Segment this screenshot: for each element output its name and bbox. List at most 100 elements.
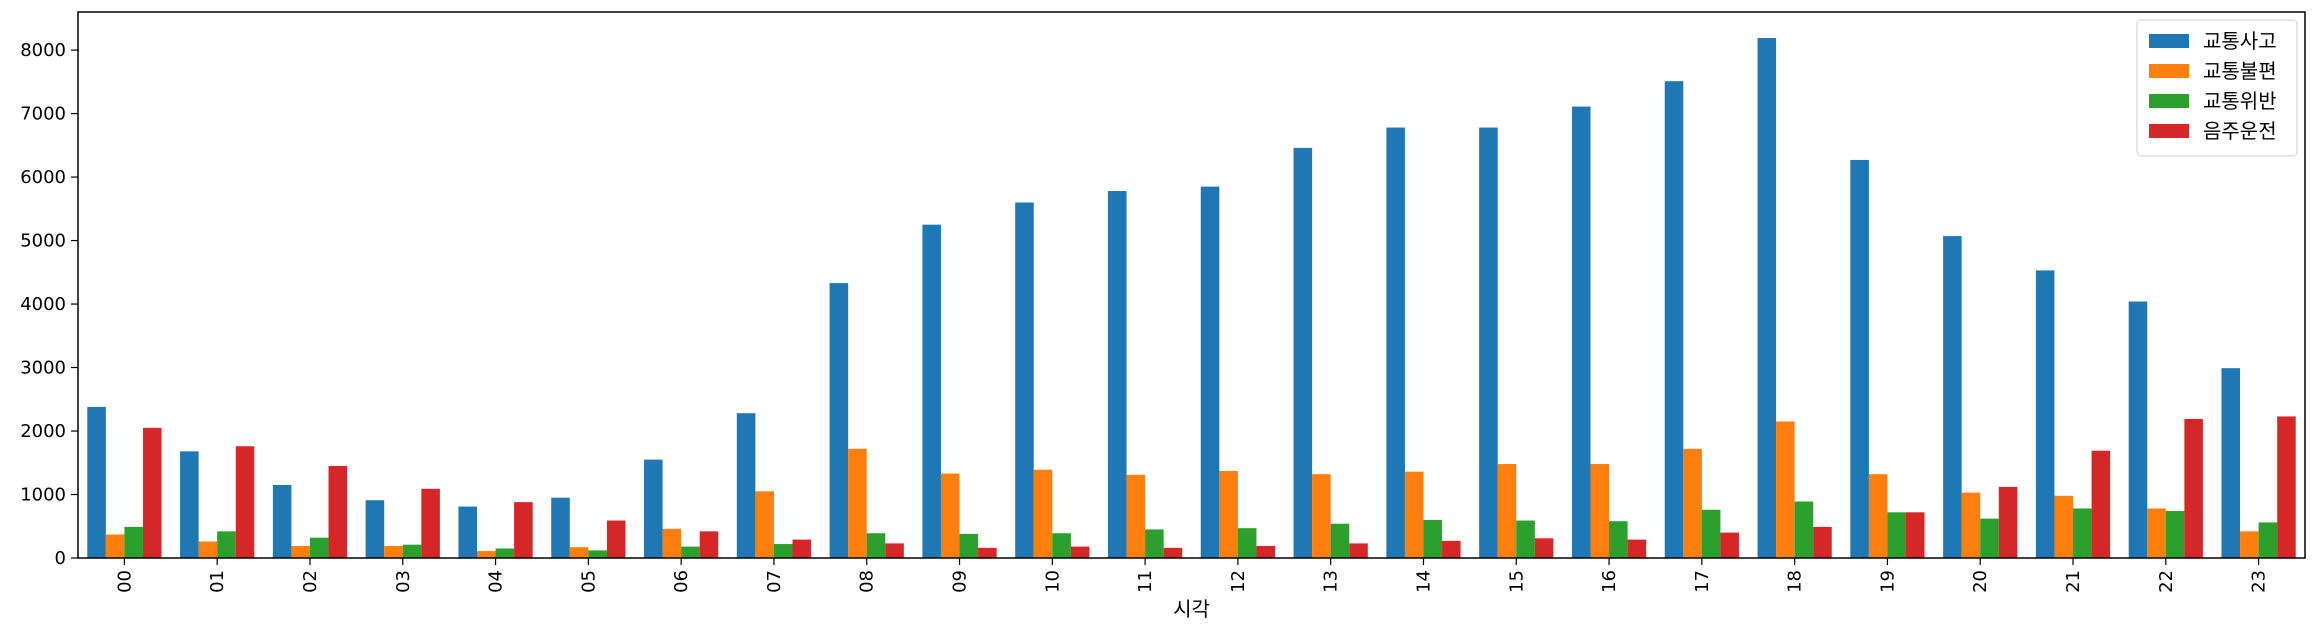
bar-교통사고-05 [551, 497, 570, 558]
x-tick-label: 19 [1877, 570, 1898, 593]
bar-음주운전-09 [978, 547, 997, 558]
bar-교통사고-06 [644, 459, 663, 558]
bar-교통불편-19 [1868, 474, 1888, 558]
bar-음주운전-17 [1720, 532, 1739, 558]
x-tick-label: 02 [300, 570, 321, 593]
bar-교통사고-07 [736, 413, 756, 558]
y-tick-label: 1000 [20, 485, 66, 506]
y-tick-label: 6000 [20, 167, 66, 188]
x-tick-label: 15 [1506, 570, 1527, 593]
bar-음주운전-00 [142, 427, 162, 558]
bar-교통불편-16 [1590, 464, 1610, 558]
bar-교통사고-03 [365, 500, 385, 558]
x-axis: 00 01 02 03 04 05 06 07 08 09 10 11 12 13 14 15 16 17 18 19… [114, 558, 2270, 593]
y-tick-label: 2000 [20, 421, 66, 442]
plot-frame [77, 11, 2306, 559]
bar-교통불편-18 [1776, 421, 1795, 558]
bar-교통불편-12 [1219, 471, 1238, 558]
bar-교통사고-01 [180, 451, 199, 558]
bar-교통사고-09 [922, 224, 941, 558]
bar-음주운전-03 [421, 488, 440, 558]
bar-교통위반-02 [309, 537, 329, 558]
x-tick-label: 06 [671, 570, 692, 593]
x-axis-label: 시각 [1173, 597, 1210, 621]
bar-교통위반-03 [402, 544, 422, 558]
y-tick-label: 8000 [20, 40, 66, 61]
legend-swatch [2149, 94, 2189, 108]
bar-교통불편-02 [291, 545, 310, 558]
bar-음주운전-14 [1442, 540, 1461, 558]
x-tick-label: 01 [207, 570, 228, 593]
bar-교통불편-22 [2147, 508, 2166, 558]
bar-음주운전-01 [235, 446, 255, 558]
bar-교통사고-21 [2035, 270, 2055, 558]
bar-교통불편-05 [569, 547, 589, 558]
bar-교통위반-22 [2165, 511, 2185, 558]
bar-교통불편-20 [1961, 492, 1981, 558]
bar-교통불편-14 [1404, 471, 1424, 558]
bar-교통사고-17 [1664, 81, 1684, 558]
x-tick-label: 17 [1692, 570, 1713, 593]
legend-swatch [2149, 64, 2189, 78]
bar-교통불편-17 [1683, 448, 1702, 558]
bar-교통사고-15 [1479, 127, 1498, 559]
bar-교통불편-11 [1126, 474, 1146, 558]
x-tick-label: 03 [393, 570, 414, 593]
bar-교통불편-08 [848, 448, 867, 558]
legend-label: 교통불편 [2203, 59, 2277, 83]
bar-음주운전-11 [1163, 547, 1183, 558]
bar-교통불편-15 [1497, 464, 1517, 558]
legend-label: 교통사고 [2203, 29, 2277, 53]
bar-교통위반-11 [1145, 529, 1164, 558]
bar-음주운전-13 [1349, 543, 1368, 558]
bar-음주운전-04 [514, 502, 533, 558]
bar-음주운전-23 [2277, 416, 2296, 558]
bar-교통위반-21 [2073, 508, 2092, 558]
bar-교통위반-10 [1052, 533, 1071, 558]
y-tick-label: 4000 [20, 294, 66, 315]
y-axis: 0 1000 2000 3000 4000 5000 6000 7000 8000 [20, 40, 78, 569]
bar-음주운전-06 [699, 531, 719, 558]
bar-교통사고-08 [829, 283, 849, 558]
y-tick-label: 7000 [20, 104, 66, 125]
legend-label: 음주운전 [2203, 119, 2277, 143]
legend-label: 교통위반 [2203, 89, 2277, 113]
x-tick-label: 05 [578, 570, 599, 593]
bar-교통위반-09 [959, 533, 979, 558]
bar-교통사고-11 [1107, 191, 1127, 559]
bar-교통위반-08 [866, 533, 886, 558]
bar-교통위반-07 [773, 544, 793, 558]
bar-음주운전-15 [1534, 538, 1554, 558]
legend-swatch [2149, 34, 2189, 48]
bar-교통위반-16 [1609, 521, 1628, 558]
bar-교통사고-10 [1015, 202, 1034, 558]
x-tick-label: 14 [1413, 570, 1434, 593]
bar-교통위반-01 [217, 531, 236, 558]
bar-교통위반-23 [2258, 522, 2278, 558]
bar-교통불편-07 [755, 491, 774, 558]
bar-교통사고-02 [272, 484, 292, 558]
bar-교통사고-23 [2221, 368, 2241, 558]
bar-교통사고-18 [1757, 38, 1777, 558]
bar-교통불편-13 [1312, 474, 1331, 558]
bar-음주운전-21 [2091, 450, 2111, 558]
bar-교통불편-04 [477, 551, 496, 558]
y-tick-label: 3000 [20, 358, 66, 379]
bar-교통불편-03 [384, 545, 403, 558]
legend-swatch [2149, 124, 2189, 138]
bar-교통불편-09 [940, 473, 960, 558]
legend-box [2136, 19, 2298, 157]
x-tick-label: 16 [1599, 570, 1620, 593]
bar-교통위반-20 [1980, 518, 1999, 558]
bar-음주운전-10 [1070, 546, 1090, 558]
bar-교통불편-10 [1033, 469, 1053, 558]
bar-교통불편-23 [2240, 531, 2259, 558]
bar-음주운전-16 [1627, 539, 1647, 558]
x-tick-label: 18 [1785, 570, 1806, 593]
x-tick-label: 23 [2249, 570, 2270, 593]
bar-교통사고-22 [2128, 301, 2148, 558]
bar-교통불편-21 [2054, 495, 2074, 558]
bar-교통사고-00 [87, 406, 106, 558]
